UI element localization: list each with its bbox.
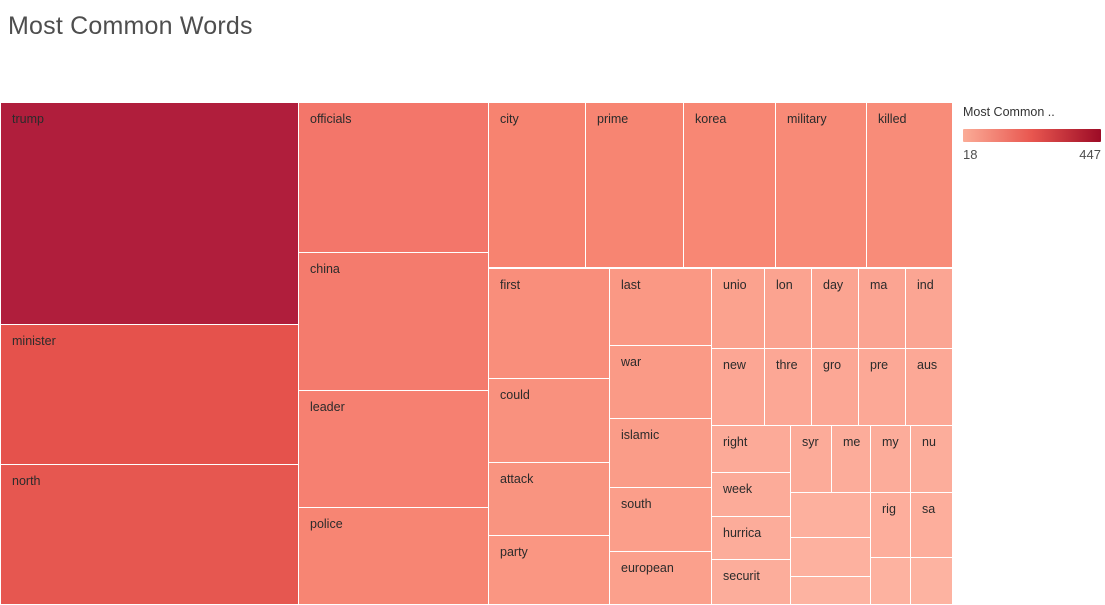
treemap-cell-last[interactable]: last xyxy=(610,269,711,345)
treemap-cell-label: first xyxy=(500,278,521,292)
treemap-cell-label: week xyxy=(723,482,753,496)
treemap-cell-first[interactable]: first xyxy=(489,269,609,378)
treemap-cell-label: china xyxy=(310,262,340,276)
treemap-cell-label: my xyxy=(882,435,899,449)
legend-labels: 18 447 xyxy=(963,147,1101,162)
treemap-cell-label: nu xyxy=(922,435,936,449)
treemap-cell-syr[interactable]: syr xyxy=(791,426,831,492)
treemap-cell-ind[interactable]: ind xyxy=(906,269,952,348)
treemap-cell-label: unio xyxy=(723,278,747,292)
treemap-cell-label: police xyxy=(310,517,343,531)
treemap-cell-leader[interactable]: leader xyxy=(299,391,488,507)
legend-title: Most Common .. xyxy=(963,105,1055,119)
treemap-cell-rig[interactable]: rig xyxy=(871,493,910,557)
treemap-cell-unio[interactable]: unio xyxy=(712,269,764,348)
treemap-cell-killed[interactable]: killed xyxy=(867,103,952,267)
treemap-cell-label: day xyxy=(823,278,844,292)
treemap-cell-label: city xyxy=(500,112,519,126)
legend-min-label: 18 xyxy=(963,147,978,162)
treemap-cell-label: ind xyxy=(917,278,934,292)
treemap-cell-label: last xyxy=(621,278,641,292)
treemap-cell[interactable] xyxy=(911,558,952,604)
treemap-cell-label: attack xyxy=(500,472,534,486)
treemap-cell[interactable] xyxy=(791,493,870,537)
treemap-cell-my[interactable]: my xyxy=(871,426,910,492)
treemap-cell-label: korea xyxy=(695,112,727,126)
legend-max-label: 447 xyxy=(1079,147,1101,162)
treemap-cell-label: could xyxy=(500,388,530,402)
treemap-cell-label: ma xyxy=(870,278,888,292)
treemap-cell-label: hurrica xyxy=(723,526,762,540)
treemap-cell-securit[interactable]: securit xyxy=(712,560,790,604)
treemap-cell-military[interactable]: military xyxy=(776,103,866,267)
color-legend: Most Common .. 18 447 xyxy=(963,105,1105,162)
treemap-cell-label: war xyxy=(621,355,642,369)
treemap-cell-hurrica[interactable]: hurrica xyxy=(712,517,790,559)
treemap: trump minister north officials china leader po… xyxy=(1,103,952,604)
treemap-cell-label: pre xyxy=(870,358,889,372)
chart-title: Most Common Words xyxy=(8,12,253,40)
treemap-cell-label: rig xyxy=(882,502,896,516)
treemap-cell-label: gro xyxy=(823,358,842,372)
treemap-cell-party[interactable]: party xyxy=(489,536,609,604)
treemap-cell-label: killed xyxy=(878,112,907,126)
treemap-cell-label: south xyxy=(621,497,652,511)
treemap-cell-pre[interactable]: pre xyxy=(859,349,905,425)
treemap-cell-islamic[interactable]: islamic xyxy=(610,419,711,487)
treemap-cell-ma[interactable]: ma xyxy=(859,269,905,348)
treemap-cell-gro[interactable]: gro xyxy=(812,349,858,425)
treemap-cell-prime[interactable]: prime xyxy=(586,103,683,267)
treemap-cell-attack[interactable]: attack xyxy=(489,463,609,535)
treemap-cell-new[interactable]: new xyxy=(712,349,764,425)
treemap-cell-trump[interactable]: trump xyxy=(1,103,298,324)
treemap-cell-label: securit xyxy=(723,569,760,583)
treemap-cell-china[interactable]: china xyxy=(299,253,488,390)
treemap-cell-korea[interactable]: korea xyxy=(684,103,775,267)
treemap-cell-me[interactable]: me xyxy=(832,426,870,492)
treemap-cell-label: me xyxy=(843,435,861,449)
treemap-cell[interactable] xyxy=(871,558,910,604)
treemap-cell-label: prime xyxy=(597,112,629,126)
treemap-cell-label: right xyxy=(723,435,748,449)
treemap-cell-minister[interactable]: minister xyxy=(1,325,298,464)
treemap-cell-day[interactable]: day xyxy=(812,269,858,348)
treemap-cell-police[interactable]: police xyxy=(299,508,488,604)
treemap-cell-war[interactable]: war xyxy=(610,346,711,418)
treemap-cell-label: trump xyxy=(12,112,44,126)
treemap-cell-label: military xyxy=(787,112,827,126)
treemap-cell-label: thre xyxy=(776,358,798,372)
treemap-cell-label: syr xyxy=(802,435,819,449)
treemap-cell-city[interactable]: city xyxy=(489,103,585,267)
treemap-cell-could[interactable]: could xyxy=(489,379,609,462)
legend-gradient[interactable] xyxy=(963,129,1101,142)
treemap-cell-label: islamic xyxy=(621,428,660,442)
treemap-cell-thre[interactable]: thre xyxy=(765,349,811,425)
treemap-cell-label: aus xyxy=(917,358,938,372)
treemap-cell-sa[interactable]: sa xyxy=(911,493,952,557)
treemap-cell-label: leader xyxy=(310,400,345,414)
treemap-cell-label: new xyxy=(723,358,746,372)
treemap-cell-lon[interactable]: lon xyxy=(765,269,811,348)
treemap-cell-label: party xyxy=(500,545,528,559)
treemap-cell-officials[interactable]: officials xyxy=(299,103,488,252)
treemap-cell-right[interactable]: right xyxy=(712,426,790,472)
treemap-cell-label: north xyxy=(12,474,41,488)
treemap-cell-nu[interactable]: nu xyxy=(911,426,952,492)
treemap-cell-week[interactable]: week xyxy=(712,473,790,516)
treemap-cell-south[interactable]: south xyxy=(610,488,711,551)
treemap-cell[interactable] xyxy=(791,577,870,604)
treemap-cell-label: lon xyxy=(776,278,793,292)
treemap-cell-aus[interactable]: aus xyxy=(906,349,952,425)
treemap-cell-european[interactable]: european xyxy=(610,552,711,604)
treemap-cell-label: officials xyxy=(310,112,352,126)
treemap-cell-label: sa xyxy=(922,502,936,516)
treemap-cell-north[interactable]: north xyxy=(1,465,298,604)
treemap-cell[interactable] xyxy=(791,538,870,576)
treemap-cell-label: european xyxy=(621,561,674,575)
treemap-cell-label: minister xyxy=(12,334,56,348)
